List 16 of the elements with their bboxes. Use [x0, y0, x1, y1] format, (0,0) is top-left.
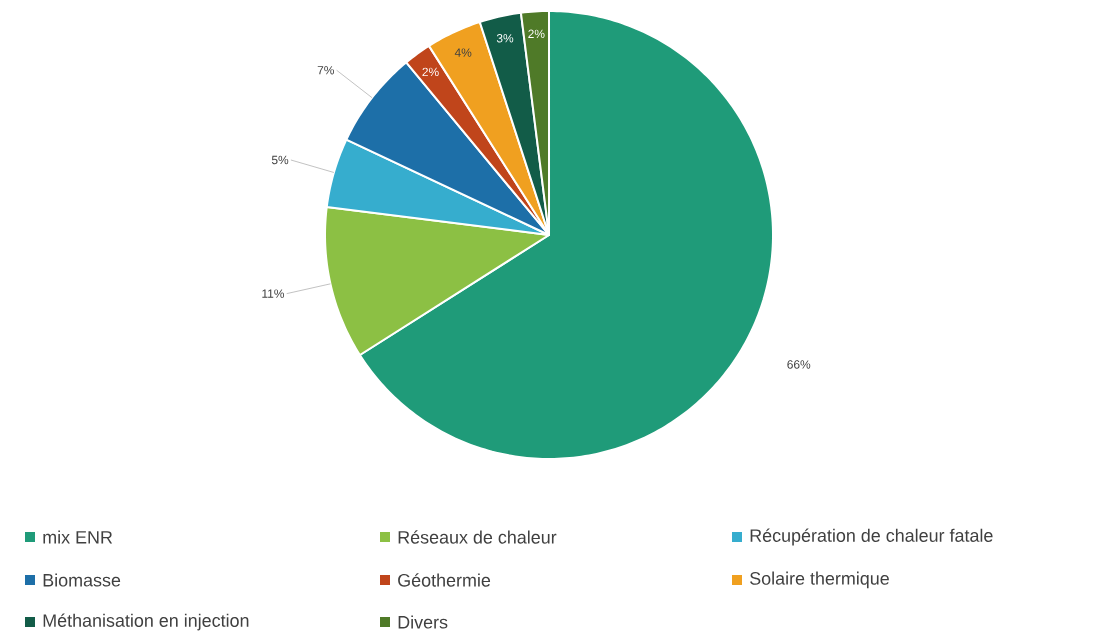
legend-label: Divers [398, 615, 448, 629]
legend-label: Réseaux de chaleur [398, 530, 557, 544]
data-label: 2% [422, 67, 439, 77]
legend-label: Récupération de chaleur fatale [750, 528, 993, 546]
data-label: 4% [454, 48, 472, 57]
data-label: 7% [317, 66, 334, 75]
data-label: 11% [262, 289, 285, 298]
legend-label: Biomasse [43, 573, 121, 587]
data-label: 2% [528, 29, 545, 38]
data-label: 5% [271, 155, 289, 165]
legend-label: Solaire thermique [750, 571, 889, 589]
data-label: 3% [496, 34, 514, 43]
legend-label: Géothermie [398, 573, 491, 587]
legend-label: mix ENR [43, 530, 113, 544]
data-label: 66% [787, 360, 811, 369]
legend-label: Méthanisation en injection [43, 613, 249, 631]
